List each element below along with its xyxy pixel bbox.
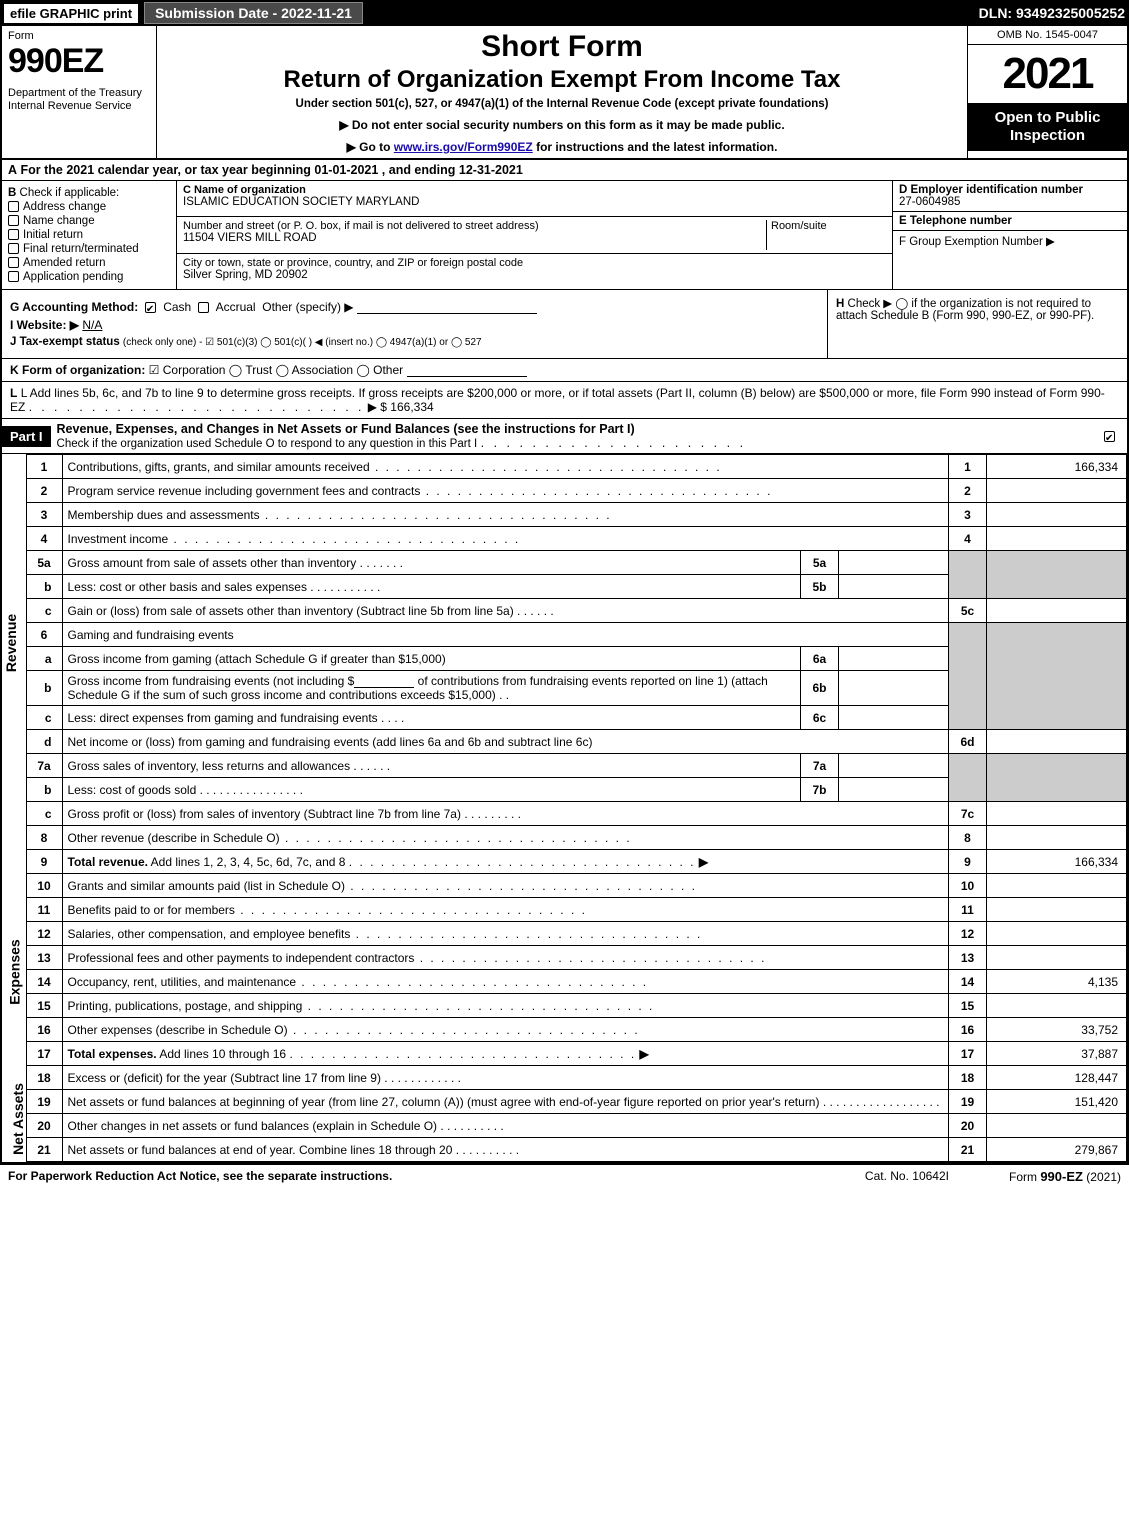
footer-form: Form 990-EZ (2021) xyxy=(1009,1169,1121,1184)
form-number: 990EZ xyxy=(8,42,150,81)
department: Department of the Treasury Internal Reve… xyxy=(8,87,150,113)
under-section: Under section 501(c), 527, or 4947(a)(1)… xyxy=(165,98,959,110)
side-net-assets: Net Assets xyxy=(10,1083,26,1155)
line-19-val: 151,420 xyxy=(987,1090,1127,1114)
h-text: Check ▶ ◯ if the organization is not req… xyxy=(836,298,1094,322)
row-l: L L Add lines 5b, 6c, and 7b to line 9 t… xyxy=(2,382,1127,419)
open-inspection: Open to Public Inspection xyxy=(968,103,1127,151)
irs-link[interactable]: www.irs.gov/Form990EZ xyxy=(394,140,533,154)
street: 11504 VIERS MILL ROAD xyxy=(183,232,766,244)
top-bar: efile GRAPHIC print Submission Date - 20… xyxy=(0,0,1129,26)
j-text: (check only one) - ☑ 501(c)(3) ◯ 501(c)(… xyxy=(123,337,482,348)
form-label: Form xyxy=(8,30,150,42)
instr-2: ▶ Go to www.irs.gov/Form990EZ for instru… xyxy=(165,140,959,154)
part1-title: Revenue, Expenses, and Changes in Net As… xyxy=(57,422,635,436)
line-1-val: 166,334 xyxy=(987,455,1127,479)
line-18-val: 128,447 xyxy=(987,1066,1127,1090)
chk-cash[interactable] xyxy=(145,302,156,313)
form-body: Form 990EZ Department of the Treasury In… xyxy=(0,26,1129,1164)
b-label: B xyxy=(8,187,16,199)
instr2-post: for instructions and the latest informat… xyxy=(533,140,778,154)
room-label: Room/suite xyxy=(771,220,886,232)
line-9-val: 166,334 xyxy=(987,850,1127,874)
a-text: For the 2021 calendar year, or tax year … xyxy=(21,163,523,177)
part1-header: Part I Revenue, Expenses, and Changes in… xyxy=(2,419,1127,454)
efile-label[interactable]: efile GRAPHIC print xyxy=(4,4,138,23)
chk-address-change[interactable]: Address change xyxy=(8,201,170,213)
side-expenses: Expenses xyxy=(7,939,23,1004)
col-b-checkboxes: B Check if applicable: Address change Na… xyxy=(2,181,177,289)
omb-number: OMB No. 1545-0047 xyxy=(968,26,1127,45)
b-title: Check if applicable: xyxy=(20,187,120,199)
l-amount: ▶ $ 166,334 xyxy=(368,400,434,414)
col-c-org: C Name of organization ISLAMIC EDUCATION… xyxy=(177,181,892,289)
chk-application-pending[interactable]: Application pending xyxy=(8,271,170,283)
part1-schedule-o-check[interactable] xyxy=(1104,431,1115,442)
k-text: ☑ Corporation ◯ Trust ◯ Association ◯ Ot… xyxy=(149,363,403,377)
col-de: D Employer identification number 27-0604… xyxy=(892,181,1127,289)
row-k: K Form of organization: ☑ Corporation ◯ … xyxy=(2,359,1127,382)
line-21-val: 279,867 xyxy=(987,1138,1127,1162)
line-16-val: 33,752 xyxy=(987,1018,1127,1042)
e-label: E Telephone number xyxy=(899,215,1121,227)
instr2-pre: ▶ Go to xyxy=(347,140,394,154)
ein: 27-0604985 xyxy=(899,196,1121,208)
chk-name-change[interactable]: Name change xyxy=(8,215,170,227)
row-a: A For the 2021 calendar year, or tax yea… xyxy=(2,160,1127,181)
side-revenue: Revenue xyxy=(3,613,19,671)
website: N/A xyxy=(82,318,102,332)
line-17-val: 37,887 xyxy=(987,1042,1127,1066)
other-method-input[interactable] xyxy=(357,300,537,314)
i-label: I Website: ▶ xyxy=(10,318,79,332)
h-label: H xyxy=(836,298,844,310)
city: Silver Spring, MD 20902 xyxy=(183,269,886,281)
g-label: G Accounting Method: xyxy=(10,300,138,314)
other-org-input[interactable] xyxy=(407,363,527,377)
instr-1: ▶ Do not enter social security numbers o… xyxy=(165,118,959,132)
city-label: City or town, state or province, country… xyxy=(183,257,886,269)
org-name: ISLAMIC EDUCATION SOCIETY MARYLAND xyxy=(183,196,886,208)
dln: DLN: 93492325005252 xyxy=(979,5,1125,21)
part1-label: Part I xyxy=(2,426,51,447)
a-label: A xyxy=(8,163,17,177)
footer-catalog: Cat. No. 10642I xyxy=(865,1169,949,1184)
d-label: D Employer identification number xyxy=(899,184,1121,196)
below-left: G Accounting Method: Cash Accrual Other … xyxy=(2,290,827,358)
short-form-title: Short Form xyxy=(165,30,959,64)
header-center: Short Form Return of Organization Exempt… xyxy=(157,26,967,158)
row-g: G Accounting Method: Cash Accrual Other … xyxy=(10,300,819,314)
line-1-num: 1 xyxy=(26,455,62,479)
street-label: Number and street (or P. O. box, if mail… xyxy=(183,220,766,232)
line-1-box: 1 xyxy=(949,455,987,479)
row-j: J Tax-exempt status (check only one) - ☑… xyxy=(10,336,819,348)
part1-sub: Check if the organization used Schedule … xyxy=(57,438,478,450)
row-h: H Check ▶ ◯ if the organization is not r… xyxy=(827,290,1127,358)
submission-date: Submission Date - 2022-11-21 xyxy=(144,2,363,24)
c-name-label: C Name of organization xyxy=(183,184,886,196)
chk-final-return[interactable]: Final return/terminated xyxy=(8,243,170,255)
lines-table: Revenue 1 Contributions, gifts, grants, … xyxy=(2,454,1127,1162)
header-left: Form 990EZ Department of the Treasury In… xyxy=(2,26,157,158)
footer: For Paperwork Reduction Act Notice, see … xyxy=(0,1164,1129,1188)
tax-year: 2021 xyxy=(968,45,1127,103)
k-label: K Form of organization: xyxy=(10,363,145,377)
j-label: J Tax-exempt status xyxy=(10,336,120,348)
chk-accrual[interactable] xyxy=(198,302,209,313)
header-right: OMB No. 1545-0047 2021 Open to Public In… xyxy=(967,26,1127,158)
chk-amended-return[interactable]: Amended return xyxy=(8,257,170,269)
row-i: I Website: ▶ N/A xyxy=(10,318,819,332)
line-1-desc: Contributions, gifts, grants, and simila… xyxy=(68,460,370,474)
f-label: F Group Exemption Number ▶ xyxy=(899,234,1121,248)
return-title: Return of Organization Exempt From Incom… xyxy=(165,66,959,94)
chk-initial-return[interactable]: Initial return xyxy=(8,229,170,241)
line-14-val: 4,135 xyxy=(987,970,1127,994)
footer-notice: For Paperwork Reduction Act Notice, see … xyxy=(8,1169,392,1184)
